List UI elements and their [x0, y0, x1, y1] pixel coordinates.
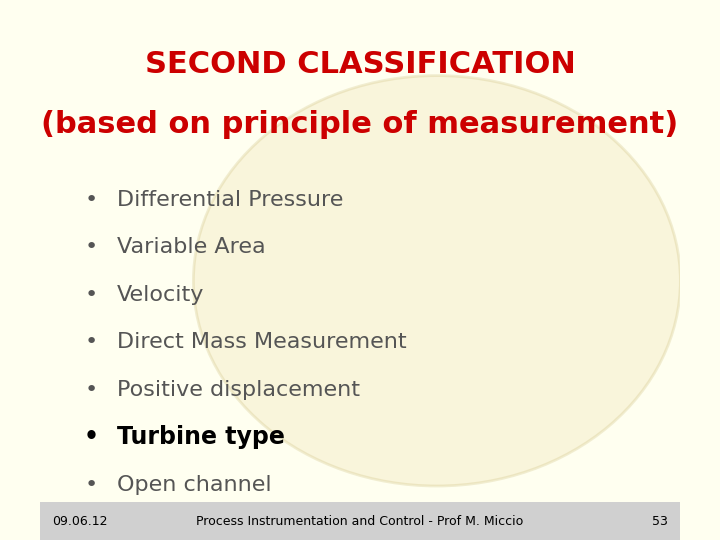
Text: Differential Pressure: Differential Pressure — [117, 190, 343, 210]
Text: SECOND CLASSIFICATION: SECOND CLASSIFICATION — [145, 50, 575, 79]
Text: Direct Mass Measurement: Direct Mass Measurement — [117, 332, 406, 353]
Text: •: • — [84, 237, 97, 258]
Text: Velocity: Velocity — [117, 285, 204, 305]
Circle shape — [194, 76, 680, 486]
Text: •: • — [84, 332, 97, 353]
Text: 53: 53 — [652, 515, 667, 528]
Text: Positive displacement: Positive displacement — [117, 380, 359, 400]
Text: •: • — [84, 190, 97, 210]
Text: •: • — [84, 475, 97, 495]
Text: 09.06.12: 09.06.12 — [53, 515, 108, 528]
Text: Process Instrumentation and Control - Prof M. Miccio: Process Instrumentation and Control - Pr… — [197, 515, 523, 528]
Text: Turbine type: Turbine type — [117, 426, 284, 449]
Text: Variable Area: Variable Area — [117, 237, 265, 258]
Text: •: • — [84, 285, 97, 305]
Text: •: • — [84, 380, 97, 400]
Text: (based on principle of measurement): (based on principle of measurement) — [41, 110, 679, 139]
Text: Open channel: Open channel — [117, 475, 271, 495]
FancyBboxPatch shape — [40, 502, 680, 540]
Text: •: • — [84, 426, 99, 449]
